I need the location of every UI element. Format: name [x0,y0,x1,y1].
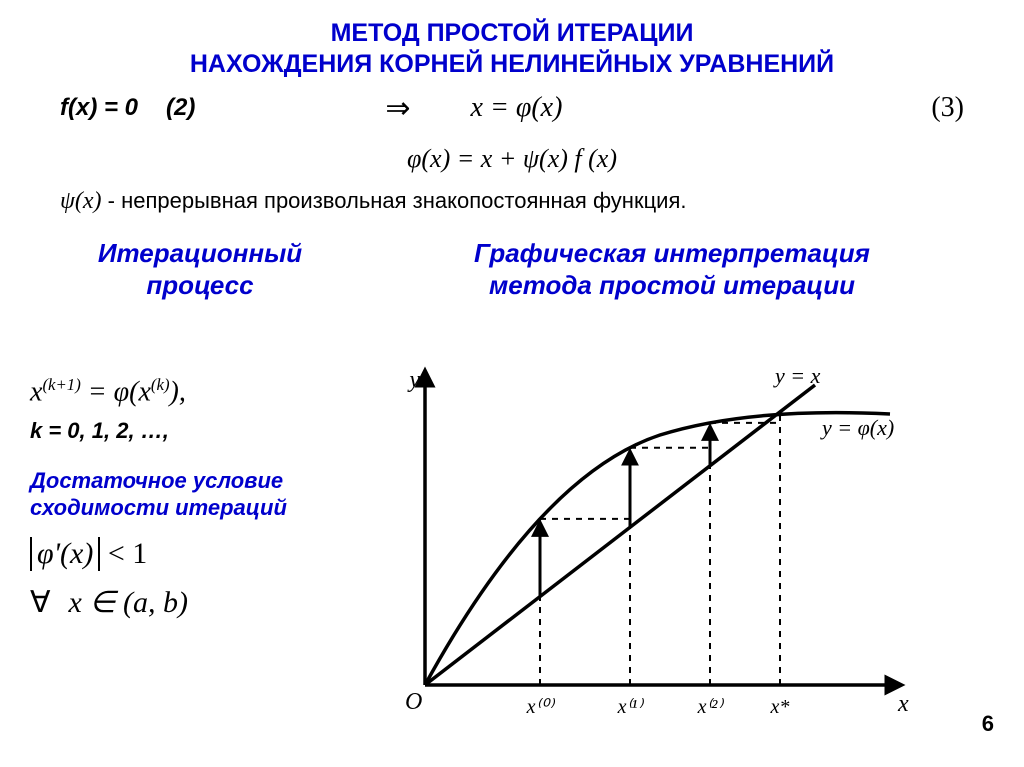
title-line-2: НАХОЖДЕНИЯ КОРНЕЙ НЕЛИНЕЙНЫХ УРАВНЕНИЙ [0,49,1024,80]
subhead-right-l1: Графическая интерпретация [360,237,984,270]
page-number: 6 [982,711,994,737]
svg-text:O: O [405,689,422,715]
psi-note: - непрерывная произвольная знакопостоянн… [108,188,687,213]
eq-x-phi-x: x = φ(x) [471,92,563,124]
svg-text:x⁽⁰⁾: x⁽⁰⁾ [526,696,556,718]
subhead-right-l2: метода простой итерации [360,269,984,302]
svg-text:x*: x* [770,696,790,718]
svg-text:y: y [407,367,420,393]
forall-domain: ∀x ∈ (a, b) [30,585,350,620]
svg-text:y = x: y = x [773,365,821,388]
title-line-1: МЕТОД ПРОСТОЙ ИТЕРАЦИИ [0,18,1024,49]
iteration-graph: y x Oy = x y = φ(x) x⁽⁰⁾ x⁽¹⁾ x⁽²⁾ x* [370,365,910,725]
eq-fx-zero: f(x) = 0 [60,94,138,122]
svg-text:x⁽¹⁾: x⁽¹⁾ [617,696,645,718]
eq-phi-number: (3) [931,92,964,124]
subhead-left-l2: процесс [40,269,360,302]
cond-title-l2: сходимости итераций [30,495,350,521]
iteration-formula: x(k+1) = φ(x(k)), [30,375,350,408]
k-values: k = 0, 1, 2, …, [30,418,350,444]
svg-text:y = φ(x): y = φ(x) [820,415,894,440]
svg-text:x: x [897,691,909,717]
convergence-condition: φ'(x) < 1 [30,537,350,571]
psi-symbol: ψ(x) [60,188,102,214]
svg-text:x⁽²⁾: x⁽²⁾ [697,696,725,718]
subhead-left-l1: Итерационный [40,237,360,270]
implies-arrow: ⇒ [385,91,410,126]
cond-title-l1: Достаточное условие [30,468,350,494]
eq-phi-definition: φ(x) = x + ψ(x) f (x) [407,144,617,173]
eq-fx-zero-number: (2) [166,94,195,122]
